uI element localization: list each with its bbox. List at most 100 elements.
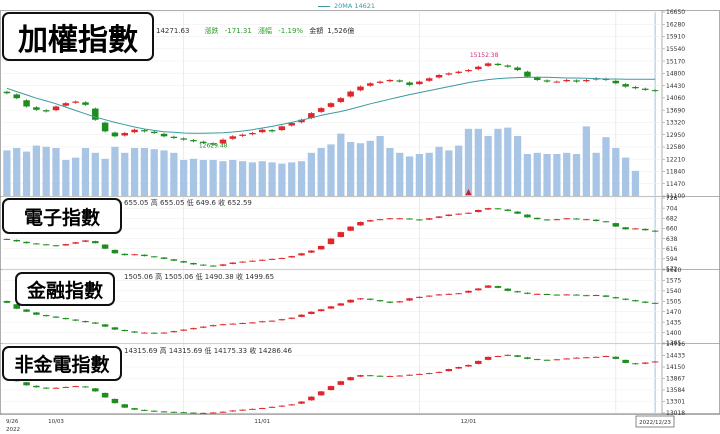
candle-body	[602, 356, 610, 358]
candle-body	[425, 373, 433, 375]
candle-body	[337, 303, 345, 306]
candle-body	[347, 299, 354, 303]
candle-body	[268, 258, 276, 260]
volume-bar	[513, 136, 522, 196]
candle-body	[651, 361, 659, 363]
candle-body	[190, 412, 197, 414]
candle-body	[494, 356, 502, 358]
candle-body	[416, 373, 423, 375]
candle-body	[82, 240, 89, 242]
candle-body	[425, 295, 433, 297]
volume-bar	[396, 152, 404, 196]
candle-body	[92, 241, 99, 244]
candle-body	[396, 80, 403, 82]
candle-body	[190, 328, 197, 330]
candle-body	[484, 356, 492, 360]
y-tick-label: 1435	[666, 319, 681, 326]
candle-body	[524, 292, 531, 294]
candle-body	[465, 70, 472, 72]
candle-body	[553, 359, 561, 361]
candle-body	[455, 367, 462, 369]
candle-body	[455, 71, 462, 73]
candle-body	[259, 321, 266, 323]
volume-bar	[3, 150, 11, 196]
candle-body	[180, 412, 187, 414]
y-tick-label: 572	[666, 266, 678, 273]
candle-body	[101, 244, 109, 249]
candle-body	[592, 356, 600, 358]
candle-body	[111, 327, 119, 330]
main-pct-label: 漲幅	[258, 27, 273, 35]
candle-body	[435, 216, 443, 218]
candle-body	[209, 412, 217, 414]
candle-body	[150, 131, 158, 134]
candle-body	[504, 288, 512, 291]
volume-bar	[180, 160, 188, 196]
y-tick-label: 15910	[666, 34, 685, 41]
label-nonfin-index: 非金電指數	[2, 346, 122, 381]
candle-body	[357, 375, 364, 377]
volume-bar	[366, 140, 374, 196]
volume-bar	[464, 128, 473, 196]
candle-body	[180, 138, 187, 140]
volume-bar	[592, 152, 600, 196]
candle-body	[72, 386, 79, 388]
candle-body	[249, 260, 256, 262]
candle-body	[141, 130, 148, 132]
candle-body	[622, 359, 629, 363]
candle-body	[396, 375, 403, 377]
marker-triangle	[465, 189, 472, 195]
candle-body	[33, 312, 40, 315]
candle-body	[622, 84, 629, 87]
candle-body	[52, 387, 60, 389]
y-tick-label: 14430	[666, 83, 685, 90]
volume-bar	[376, 136, 384, 196]
candle-body	[632, 87, 639, 89]
candle-body	[160, 257, 168, 259]
volume-bar	[199, 160, 207, 196]
candle-body	[435, 371, 443, 373]
candle-body	[642, 88, 649, 90]
candle-body	[298, 401, 305, 404]
candle-body	[642, 362, 649, 364]
candle-body	[23, 382, 30, 386]
candle-body	[190, 140, 197, 142]
y-tick-label: 1610	[666, 267, 681, 274]
volume-bar	[81, 148, 90, 196]
y-tick-label: 13301	[666, 399, 685, 406]
candle-body	[52, 316, 60, 318]
volume-bar	[602, 137, 610, 196]
candle-body	[180, 329, 187, 331]
candle-body	[121, 133, 129, 136]
candle-body	[347, 377, 354, 381]
candle-body	[317, 108, 325, 112]
y-tick-label: 1470	[666, 309, 681, 316]
candle-body	[308, 250, 315, 253]
y-tick-label: 14800	[666, 71, 685, 78]
volume-bar	[631, 170, 640, 196]
candle-body	[62, 244, 70, 246]
volume-bar	[278, 163, 286, 196]
candle-body	[642, 301, 649, 303]
candle-body	[563, 294, 570, 296]
candle-body	[92, 108, 99, 120]
y-tick-label: 11100	[666, 193, 685, 200]
candle-body	[317, 309, 325, 312]
candle-body	[573, 357, 580, 359]
candle-body	[396, 218, 403, 220]
candle-body	[249, 408, 256, 410]
candle-body	[141, 409, 148, 411]
x-tick-label: 11/01	[254, 419, 270, 425]
nonfin-info: 14315.69 高 14315.69 低 14175.33 收 14286.4…	[124, 347, 292, 355]
candle-body	[543, 359, 551, 361]
candle-body	[494, 208, 502, 210]
candle-body	[367, 375, 374, 377]
annotation-low: 12629.48	[199, 143, 228, 150]
annotation-high: 15152.38	[470, 52, 499, 59]
volume-bar	[111, 146, 119, 196]
candle-body	[209, 265, 217, 267]
x-tick-label: 12/01	[461, 419, 477, 425]
candle-body	[219, 264, 227, 266]
candle-body	[533, 217, 541, 220]
candle-body	[239, 409, 246, 411]
